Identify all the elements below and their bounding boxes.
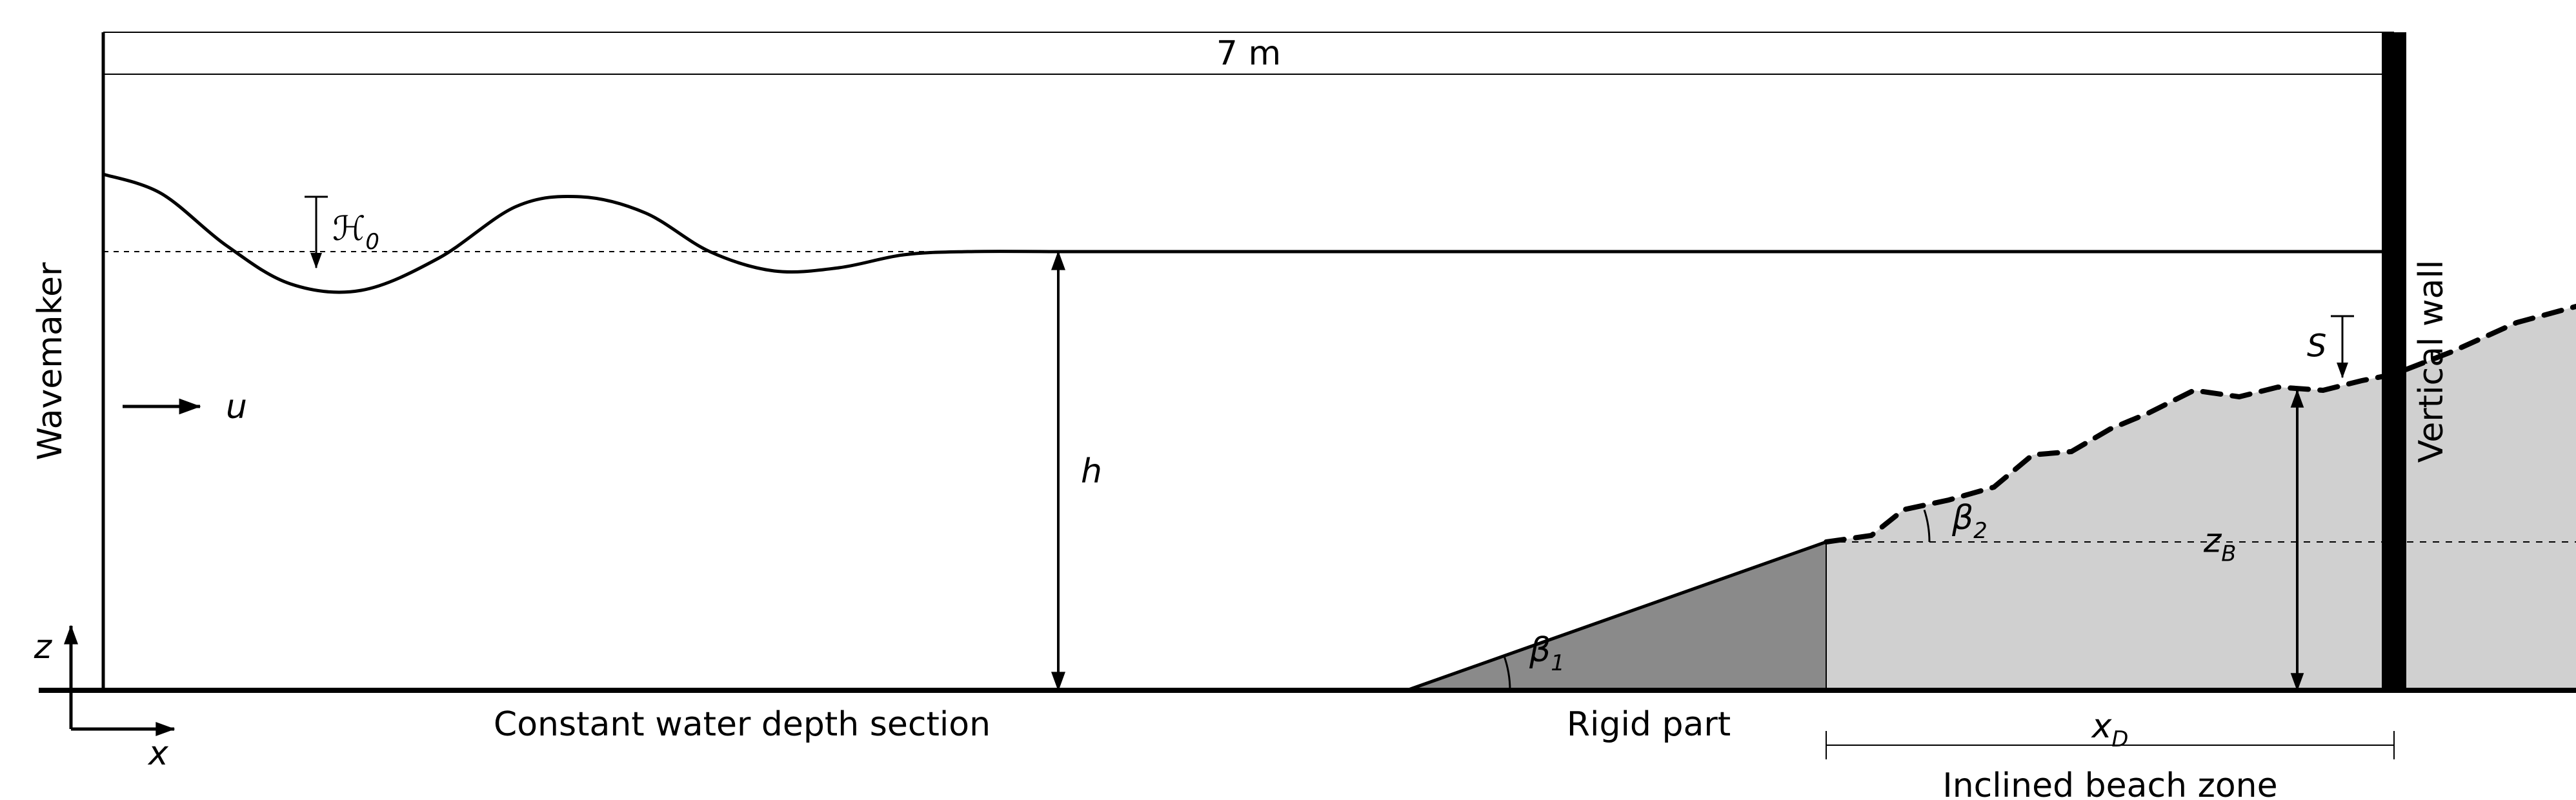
label-wavemaker: Wavemaker	[31, 262, 70, 460]
label-x: x	[147, 734, 169, 773]
label-S: S	[2307, 328, 2326, 365]
inclined-beach-fill	[1826, 306, 2576, 690]
free-surface-line	[103, 174, 2394, 292]
label-vertical-wall: Vertical wall	[2412, 260, 2451, 463]
label-h: h	[1081, 452, 1102, 491]
label-z: z	[34, 628, 53, 666]
label-rigid-part: Rigid part	[1567, 705, 1731, 744]
label-H0: ℋ0	[332, 210, 379, 254]
label-constant-depth: Constant water depth section	[494, 705, 991, 744]
dim-7m-label: 7 m	[1216, 34, 1281, 73]
label-xD: xD	[2091, 707, 2129, 752]
label-inclined-zone: Inclined beach zone	[1942, 766, 2277, 800]
label-u: u	[226, 388, 247, 426]
